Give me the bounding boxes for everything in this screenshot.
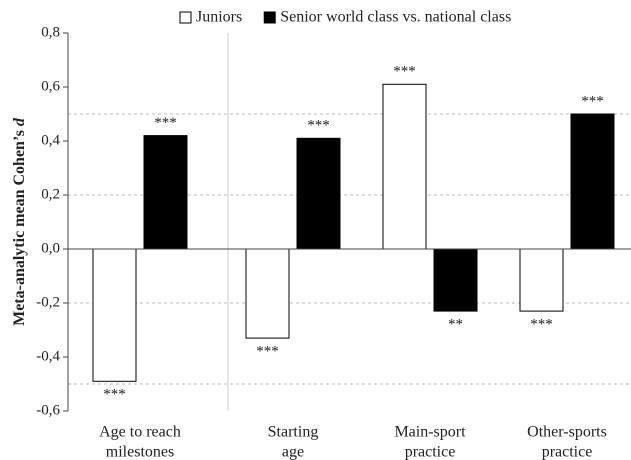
bar (570, 113, 615, 250)
x-tick-label: practice (542, 444, 593, 460)
significance-label: ** (448, 317, 463, 333)
y-axis-label: Meta-analytic mean Cohen’s d (11, 117, 28, 326)
legend-label: Senior world class vs. national class (280, 9, 511, 26)
x-tick-label: age (282, 444, 304, 460)
y-tick-label: 0,4 (41, 132, 60, 148)
significance-label: *** (530, 317, 553, 333)
bar (143, 135, 188, 250)
x-tick-label: milestones (106, 444, 174, 460)
x-tick-label: practice (405, 444, 456, 460)
bar (433, 248, 478, 312)
bar (92, 248, 137, 382)
y-tick-label: -0,6 (36, 402, 60, 418)
significance-label: *** (103, 387, 126, 403)
legend-swatch (179, 11, 192, 24)
x-tick-label: Main-sport (394, 424, 466, 441)
bar (245, 248, 290, 339)
bar (296, 137, 341, 250)
y-label-text: Meta-analytic mean Cohen’s (11, 130, 28, 326)
significance-label: *** (581, 93, 604, 109)
significance-label: *** (256, 344, 279, 360)
x-tick-label: Other-sports (527, 424, 607, 441)
x-tick-label: Starting (268, 424, 319, 441)
x-tick-label: Age to reach (99, 424, 181, 441)
legend-label: Juniors (196, 9, 242, 26)
bar (519, 248, 564, 312)
y-tick-label: 0,6 (41, 78, 60, 94)
significance-label: *** (393, 64, 416, 80)
y-label-symbol: d (11, 117, 28, 126)
legend-swatch (263, 11, 276, 24)
y-tick-label: 0,0 (41, 240, 60, 256)
significance-label: *** (307, 118, 330, 134)
bar (382, 83, 427, 250)
y-tick-label: -0,2 (36, 294, 60, 310)
y-tick-label: 0,2 (41, 186, 60, 202)
y-tick-label: -0,4 (36, 348, 60, 364)
y-tick-label: 0,8 (41, 24, 60, 40)
significance-label: *** (154, 115, 177, 131)
